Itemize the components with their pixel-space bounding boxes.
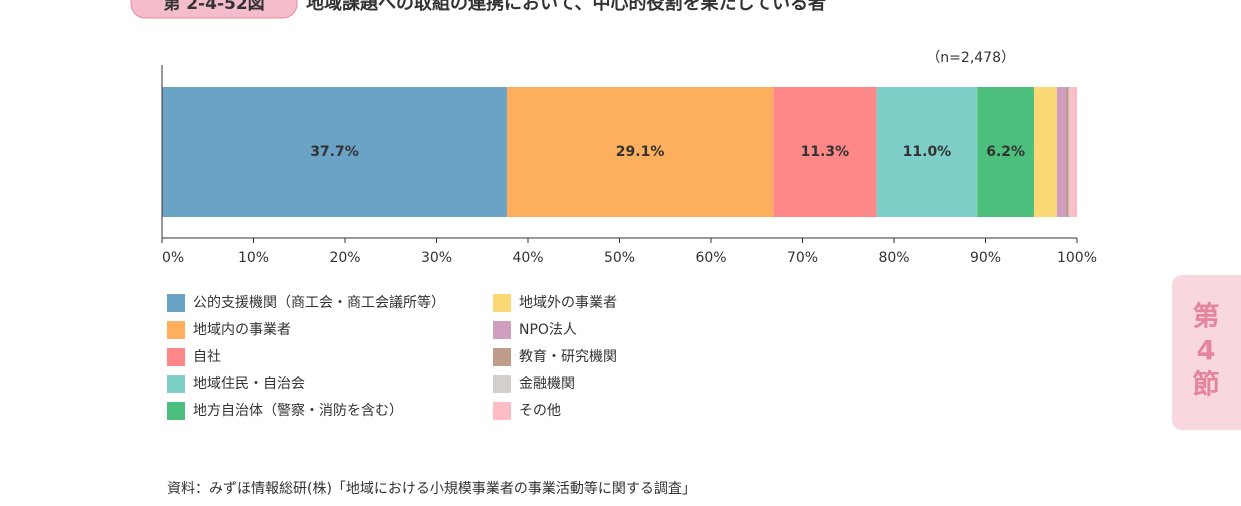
- legend-label: 公的支援機関（商工会・商工会議所等）: [193, 294, 445, 311]
- figure-badge: [130, 0, 298, 19]
- legend-label: 地域外の事業者: [519, 295, 617, 311]
- bar-segment: [977, 87, 1034, 217]
- x-tick-label: 40%: [512, 250, 543, 266]
- legend-label: 地方自治体（警察・消防を含む）: [193, 402, 403, 419]
- figure-number: 第 2-4-52図: [163, 0, 264, 14]
- legend-swatch: [493, 348, 511, 366]
- side-tab-text: 第: [1193, 301, 1220, 333]
- x-tick-label: 30%: [421, 250, 452, 266]
- legend-swatch: [493, 294, 511, 312]
- x-tick-label: 70%: [787, 250, 818, 266]
- bar-segment: [1068, 87, 1070, 217]
- bar-segment: [1033, 87, 1057, 217]
- x-tick-label: 50%: [604, 250, 635, 266]
- legend-label: 教育・研究機関: [519, 349, 617, 365]
- legend-swatch: [493, 375, 511, 393]
- bar-segment: [506, 87, 774, 217]
- legend-swatch: [167, 294, 185, 312]
- bar-segment: [1066, 87, 1069, 217]
- legend-swatch: [167, 402, 185, 420]
- bar-segment: [162, 87, 507, 217]
- legend-label: NPO法人: [519, 322, 577, 338]
- source: 資料：みずほ情報総研(株)「地域における小規模事業者の事業活動等に関する調査」: [167, 480, 696, 497]
- legend-swatch: [167, 321, 185, 339]
- x-tick-label: 80%: [878, 250, 909, 266]
- bar-segment: [876, 87, 978, 217]
- bar-segment: [1069, 87, 1077, 217]
- legend-label: 自社: [193, 349, 221, 365]
- legend-label: その他: [519, 403, 561, 419]
- side-tab-text: 節: [1193, 369, 1220, 401]
- x-tick-label: 10%: [238, 250, 269, 266]
- bar-segment: [773, 87, 877, 217]
- x-tick-label: 100%: [1057, 250, 1097, 266]
- side-tab: [1172, 275, 1241, 430]
- x-tick-label: 20%: [329, 250, 360, 266]
- data-label: 11.0%: [903, 144, 952, 160]
- legend-swatch: [493, 402, 511, 420]
- annotation: （n=2,478）: [926, 50, 1015, 66]
- legend-swatch: [167, 375, 185, 393]
- bar-segment: [1056, 87, 1067, 217]
- x-tick-label: 90%: [970, 250, 1001, 266]
- legend-label: 金融機関: [519, 376, 575, 392]
- legend-label: 地域住民・自治会: [193, 376, 305, 392]
- chart-title: 地域課題への取組の連携において、中心的役割を果たしている者: [306, 0, 826, 14]
- data-label: 11.3%: [801, 144, 850, 160]
- data-label: 29.1%: [616, 144, 665, 160]
- legend-swatch: [167, 348, 185, 366]
- data-label: 6.2%: [986, 144, 1025, 160]
- x-tick-label: 60%: [695, 250, 726, 266]
- side-tab-text: 4: [1197, 336, 1216, 367]
- data-label: 37.7%: [310, 144, 359, 160]
- x-tick-label: 0%: [162, 250, 184, 266]
- legend-swatch: [493, 321, 511, 339]
- legend-label: 地域内の事業者: [193, 322, 291, 338]
